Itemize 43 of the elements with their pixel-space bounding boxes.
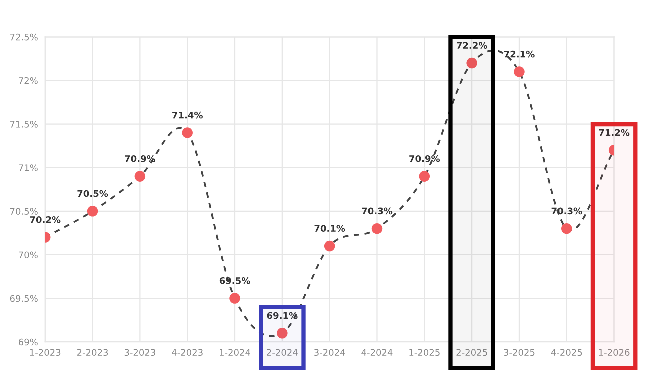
y-tick-label: 70% — [19, 252, 38, 259]
x-tick-label: 1-2025 — [410, 349, 440, 356]
y-tick-label: 69% — [18, 338, 38, 346]
point — [87, 206, 98, 217]
data-label: 72.1% — [504, 50, 535, 58]
x-tick-label: 3-2025 — [504, 349, 535, 356]
point — [562, 223, 572, 234]
data-label: 70.3% — [362, 208, 393, 215]
data-label: 70.2% — [30, 216, 61, 224]
point — [324, 240, 336, 252]
y-tick-label: 72.5% — [10, 34, 38, 41]
y-tick-label: 71% — [19, 164, 38, 172]
y-tick-label: 72% — [19, 77, 38, 84]
x-tick-label: 4-2024 — [362, 349, 393, 356]
point — [419, 171, 430, 182]
data-label: 70.5% — [78, 190, 108, 198]
y-tick-label: 71.5% — [10, 121, 38, 128]
x-tick-label: 4-2023 — [172, 349, 203, 356]
x-tick-label: 2-2024 — [267, 349, 298, 356]
point — [182, 128, 193, 138]
data-label: 70.1% — [314, 225, 346, 232]
point — [277, 328, 288, 339]
data-label: 69.5% — [220, 277, 250, 284]
data-label: 72.2% — [457, 42, 488, 50]
data-label: 71.2% — [599, 129, 630, 136]
x-tick-label: 4-2025 — [551, 349, 582, 356]
y-tick-label: 70.5% — [10, 208, 38, 215]
point — [372, 223, 383, 234]
point — [230, 293, 240, 304]
x-tick-label: 1-2024 — [220, 349, 250, 356]
x-tick-label: 2-2025 — [456, 349, 488, 356]
data-label: 71.4% — [172, 112, 203, 119]
data-label: 70.9% — [410, 155, 440, 162]
x-tick-label: 2-2023 — [77, 349, 108, 356]
x-tick-label: 3-2023 — [124, 349, 156, 356]
x-tick-label: 1-2023 — [30, 349, 61, 356]
point — [134, 171, 146, 182]
data-label: 70.9% — [125, 155, 156, 162]
y-tick-label: 69.5% — [10, 295, 38, 302]
x-tick-label: 3-2024 — [314, 349, 346, 356]
point — [514, 66, 525, 78]
x-tick-label: 1-2026 — [599, 349, 630, 356]
point — [466, 58, 478, 69]
